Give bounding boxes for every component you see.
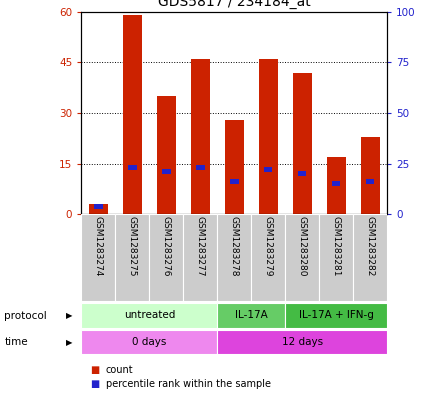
Bar: [361, 137, 380, 214]
Bar: [123, 15, 142, 214]
Text: time: time: [4, 337, 28, 347]
Bar: [183, 214, 217, 301]
Text: protocol: protocol: [4, 310, 47, 321]
Bar: [264, 167, 272, 172]
Text: GSM1283274: GSM1283274: [94, 216, 103, 276]
Text: ■: ■: [90, 365, 99, 375]
Bar: [89, 204, 108, 214]
Bar: [196, 165, 205, 170]
Text: GSM1283280: GSM1283280: [298, 216, 307, 276]
Text: untreated: untreated: [124, 310, 175, 320]
Text: ▶: ▶: [66, 338, 72, 347]
Text: GSM1283279: GSM1283279: [264, 216, 273, 276]
Bar: [128, 165, 136, 170]
Bar: [217, 214, 251, 301]
Bar: [191, 59, 210, 214]
Text: GSM1283277: GSM1283277: [196, 216, 205, 276]
Bar: [285, 214, 319, 301]
Text: GSM1283275: GSM1283275: [128, 216, 137, 276]
Text: IL-17A: IL-17A: [235, 310, 268, 320]
Bar: [162, 169, 171, 174]
Bar: [149, 214, 183, 301]
Bar: [251, 214, 285, 301]
Bar: [366, 179, 374, 184]
Bar: [285, 303, 387, 328]
Bar: [293, 72, 312, 214]
Text: 0 days: 0 days: [132, 337, 167, 347]
Bar: [81, 214, 115, 301]
Bar: [230, 179, 238, 184]
Bar: [94, 204, 103, 209]
Bar: [157, 96, 176, 214]
Bar: [319, 214, 353, 301]
Title: GDS5817 / 234184_at: GDS5817 / 234184_at: [158, 0, 311, 9]
Bar: [225, 120, 244, 214]
Bar: [327, 157, 345, 214]
Bar: [217, 330, 387, 354]
Bar: [81, 303, 217, 328]
Text: GSM1283281: GSM1283281: [332, 216, 341, 276]
Bar: [81, 330, 217, 354]
Text: count: count: [106, 365, 133, 375]
Bar: [353, 214, 387, 301]
Text: ■: ■: [90, 379, 99, 389]
Text: ▶: ▶: [66, 311, 72, 320]
Bar: [217, 303, 285, 328]
Bar: [298, 171, 307, 176]
Text: percentile rank within the sample: percentile rank within the sample: [106, 379, 271, 389]
Text: GSM1283278: GSM1283278: [230, 216, 239, 276]
Text: 12 days: 12 days: [282, 337, 323, 347]
Text: GSM1283282: GSM1283282: [366, 216, 375, 276]
Text: GSM1283276: GSM1283276: [162, 216, 171, 276]
Text: IL-17A + IFN-g: IL-17A + IFN-g: [299, 310, 374, 320]
Bar: [332, 181, 341, 186]
Bar: [115, 214, 149, 301]
Bar: [259, 59, 278, 214]
